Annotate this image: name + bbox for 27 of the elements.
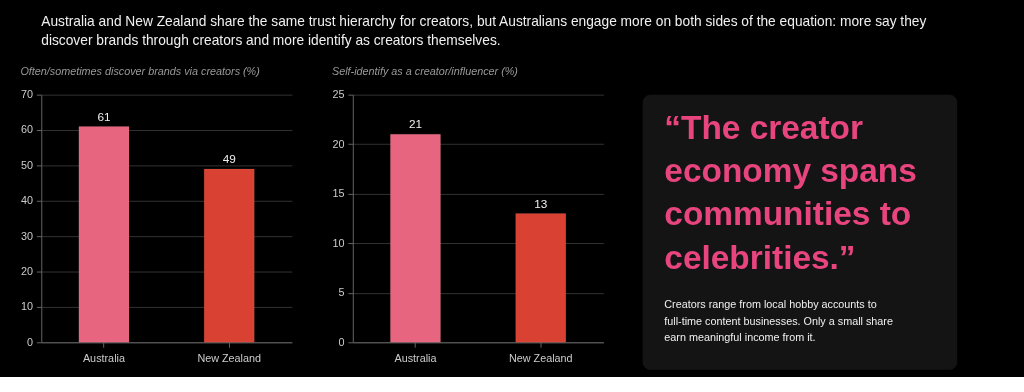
- y-tick-label: 40: [20, 194, 33, 207]
- y-tick-label: 70: [20, 88, 33, 101]
- y-tick-label: 0: [338, 335, 345, 348]
- data-label: 49: [222, 152, 236, 166]
- data-label: 61: [97, 109, 111, 123]
- chart-title: Self-identify as a creator/influencer (%): [331, 65, 518, 77]
- x-tick-label: Australia: [394, 352, 437, 365]
- y-tick-label: 60: [20, 123, 33, 136]
- y-tick-label: 0: [26, 335, 33, 348]
- y-tick-label: 15: [332, 187, 345, 200]
- text: Australia and New Zealand share the same trust hierarchy for creators, but Australians engage more on both sides of the equation: more say they discover brands through creators and more identify as creators themselves.: [41, 13, 927, 48]
- x-tick-label: New Zealand: [508, 352, 573, 365]
- x-tick-label: Australia: [82, 352, 125, 365]
- y-tick-label: 10: [20, 300, 33, 313]
- y-tick-label: 30: [20, 229, 33, 242]
- y-tick-label: 50: [20, 158, 33, 171]
- text: “The creator economy spans communities to celebrities.”: [664, 108, 917, 276]
- y-tick-label: 20: [20, 264, 33, 277]
- text: Creators range from local hobby accounts to full-time content businesses. Only a small share earn meaningful income from it.: [664, 297, 893, 344]
- y-tick-label: 25: [332, 88, 345, 101]
- y-tick-label: 10: [332, 236, 345, 249]
- y-tick-label: 5: [338, 286, 345, 299]
- chart-title: Often/sometimes discover brands via creators (%): [20, 65, 260, 77]
- x-tick-label: New Zealand: [197, 352, 262, 365]
- y-tick-label: 20: [332, 137, 345, 150]
- data-label: 13: [534, 196, 548, 210]
- data-label: 21: [408, 117, 422, 131]
